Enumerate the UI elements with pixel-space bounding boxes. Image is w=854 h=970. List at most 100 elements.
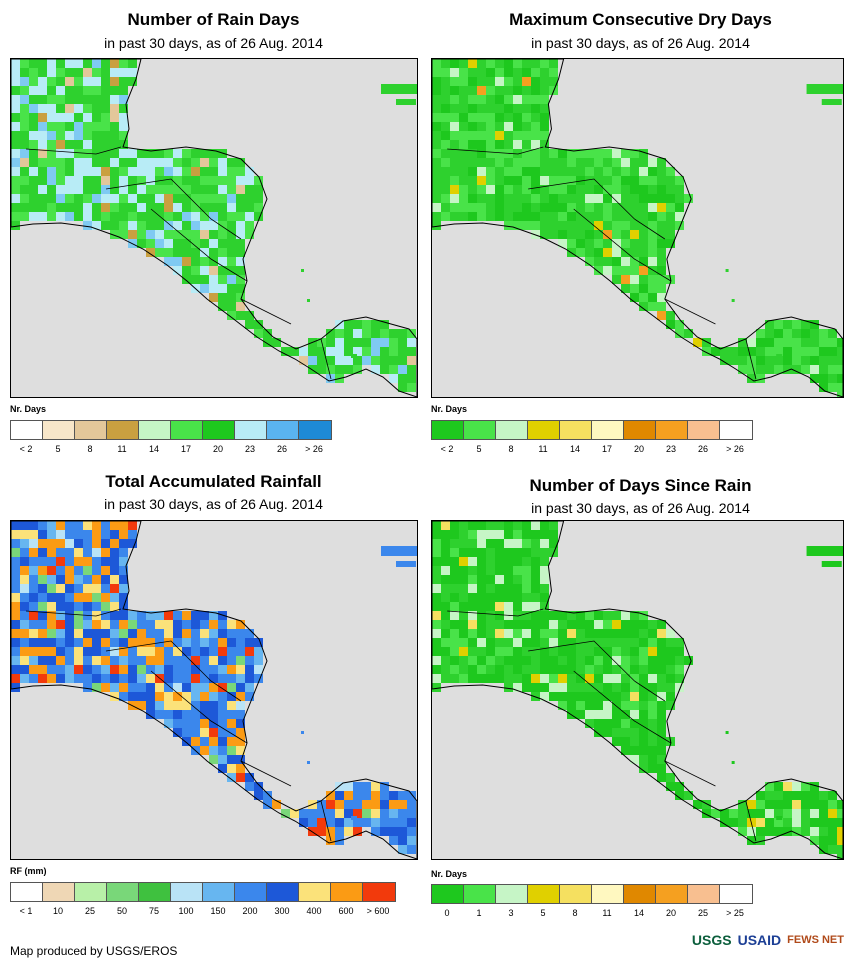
- map-pixel: [362, 356, 371, 365]
- map-pixel: [450, 647, 459, 656]
- map-pixel: [182, 158, 191, 167]
- map-pixel: [101, 548, 110, 557]
- map-pixel: [459, 131, 468, 140]
- map-pixel: [639, 710, 648, 719]
- map-pixel: [20, 122, 29, 131]
- map-pixel: [254, 656, 263, 665]
- map-pixel: [639, 683, 648, 692]
- map-pixel: [20, 86, 29, 95]
- map-pixel: [639, 737, 648, 746]
- map-pixel: [56, 185, 65, 194]
- map-pixel: [146, 248, 155, 257]
- map-pixel: [774, 320, 783, 329]
- map-pixel: [38, 203, 47, 212]
- map-pixel: [209, 719, 218, 728]
- map-pixel: [209, 620, 218, 629]
- map-pixel: [495, 122, 504, 131]
- map-pixel: [441, 638, 450, 647]
- map-pixel: [513, 521, 522, 530]
- map-pixel: [83, 194, 92, 203]
- map-pixel: [684, 656, 693, 665]
- map-pixel: [74, 68, 83, 77]
- map-pixel: [432, 203, 441, 212]
- map-pixel: [621, 692, 630, 701]
- map-pixel: [353, 800, 362, 809]
- map-pixel: [783, 809, 792, 818]
- map-pixel: [432, 122, 441, 131]
- map-pixel: [657, 773, 666, 782]
- map-pixel: [774, 827, 783, 836]
- map-pixel: [558, 239, 567, 248]
- map-pixel: [459, 185, 468, 194]
- map-pixel: [11, 122, 20, 131]
- map-pixel: [191, 266, 200, 275]
- map-pixel: [477, 521, 486, 530]
- map-pixel: [558, 629, 567, 638]
- legend-swatch: [107, 883, 139, 901]
- map-pixel: [540, 593, 549, 602]
- map-pixel: [639, 629, 648, 638]
- map-pixel: [227, 701, 236, 710]
- map-pixel: [468, 131, 477, 140]
- map-pixel: [128, 539, 137, 548]
- map-pixel: [828, 809, 837, 818]
- map-pixel: [522, 176, 531, 185]
- map-pixel: [783, 782, 792, 791]
- legend-bar: [431, 420, 753, 440]
- map-pixel: [407, 800, 416, 809]
- map-pixel: [380, 338, 389, 347]
- map-pixel: [459, 176, 468, 185]
- map-pixel: [74, 656, 83, 665]
- map-pixel: [468, 212, 477, 221]
- map-pixel: [83, 131, 92, 140]
- map-pixel: [236, 773, 245, 782]
- map-pixel: [468, 59, 477, 68]
- map-pixel: [11, 203, 20, 212]
- map-pixel: [531, 86, 540, 95]
- map-pixel: [200, 719, 209, 728]
- map-pixel: [353, 347, 362, 356]
- country-border: [528, 178, 666, 240]
- map-pixel: [65, 86, 74, 95]
- map-pixel: [200, 194, 209, 203]
- map-pixel: [585, 203, 594, 212]
- map-pixel: [495, 602, 504, 611]
- map-pixel: [441, 149, 450, 158]
- map-pixel: [164, 167, 173, 176]
- map-pixel: [38, 620, 47, 629]
- map-pixel: [389, 809, 398, 818]
- map-pixel: [468, 68, 477, 77]
- map-pixel: [38, 113, 47, 122]
- map-pixel: [236, 194, 245, 203]
- map-pixel: [245, 185, 254, 194]
- map-pixel: [504, 185, 513, 194]
- country-border: [664, 298, 716, 325]
- map-pixel: [774, 809, 783, 818]
- map-pixel: [119, 104, 128, 113]
- legend-swatch: [464, 421, 496, 439]
- map-pixel: [245, 629, 254, 638]
- map-pixel: [164, 656, 173, 665]
- map-pixel: [173, 230, 182, 239]
- map-pixel: [65, 629, 74, 638]
- map-pixel: [585, 674, 594, 683]
- map-pixel: [558, 158, 567, 167]
- map-pixel: [513, 185, 522, 194]
- map-pixel: [648, 158, 657, 167]
- map-pixel: [603, 176, 612, 185]
- map-pixel: [495, 611, 504, 620]
- map-pixel: [200, 611, 209, 620]
- map-pixel: [657, 728, 666, 737]
- map-pixel: [191, 185, 200, 194]
- map-pixel: [47, 602, 56, 611]
- map-pixel: [540, 131, 549, 140]
- map-pixel: [110, 683, 119, 692]
- map-pixel: [317, 356, 326, 365]
- map-pixel: [11, 104, 20, 113]
- map-pixel: [146, 620, 155, 629]
- map-pixel: [353, 818, 362, 827]
- map-pixel: [56, 77, 65, 86]
- map-pixel: [657, 755, 666, 764]
- map-pixel: [74, 611, 83, 620]
- map-pixel: [92, 602, 101, 611]
